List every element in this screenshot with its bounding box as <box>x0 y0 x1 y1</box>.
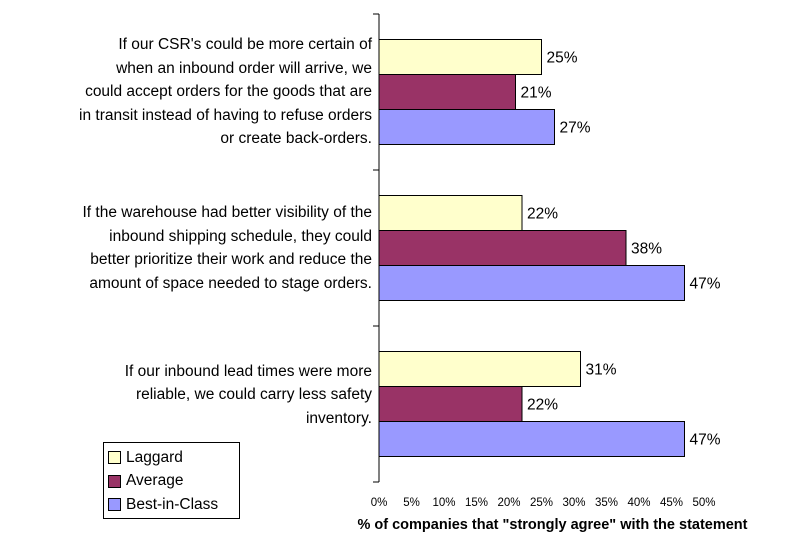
category-label-line: amount of space needed to stage orders. <box>89 274 372 292</box>
bar-laggard-3 <box>378 351 581 387</box>
data-label: 38% <box>631 241 662 258</box>
category-label-line: inventory. <box>305 409 372 427</box>
category-label: If our inbound lead times were more relia… <box>0 360 372 431</box>
legend-label-average: Average <box>126 472 184 490</box>
legend-swatch-laggard <box>108 451 121 465</box>
bar-best-in-class-2 <box>378 265 685 301</box>
data-label: 21% <box>521 85 552 102</box>
category-label-line: could accept orders for the goods that a… <box>85 83 372 101</box>
bar-average-3 <box>378 386 523 422</box>
category-label-line: If our CSR's could be more certain of <box>118 36 372 54</box>
legend: Laggard Average Best-in-Class <box>103 442 240 519</box>
data-label: 22% <box>527 397 558 414</box>
category-label-line: If the warehouse had better visibility o… <box>82 204 373 221</box>
category-label-line: better prioritize their work and reduce … <box>90 251 372 268</box>
data-label: 47% <box>690 432 721 449</box>
category-label-line: If our inbound lead times were more <box>124 362 372 380</box>
x-tick-label: 35% <box>595 497 618 509</box>
x-tick-label: 5% <box>403 497 420 509</box>
legend-item-best-in-class: Best-in-Class <box>108 493 239 517</box>
category-label-line: or create back-orders. <box>220 130 372 148</box>
x-tick-label: 40% <box>627 497 650 509</box>
data-label: 27% <box>560 120 591 137</box>
data-label: 47% <box>690 276 721 293</box>
bar-best-in-class-3 <box>378 421 685 457</box>
data-label: 31% <box>586 362 617 379</box>
x-tick-label: 50% <box>692 497 715 509</box>
legend-item-laggard: Laggard <box>108 446 239 470</box>
category-label-line: in transit instead of having to refuse o… <box>79 106 372 124</box>
bar-laggard-1 <box>378 39 542 75</box>
category-label-line: inbound shipping schedule, they could <box>109 227 372 245</box>
category-label: If our CSR's could be more certain of whe… <box>0 33 372 151</box>
x-tick-label: 0% <box>371 497 388 509</box>
x-tick-label: 25% <box>530 497 553 509</box>
category-label-line: when an inbound order will arrive, we <box>116 59 372 77</box>
bar-average-2 <box>378 230 627 266</box>
category-label: If the warehouse had better visibility o… <box>0 201 373 295</box>
bar-best-in-class-1 <box>378 109 555 145</box>
category-label-line: reliable, we could carry less safety <box>135 386 372 404</box>
x-tick-label: 45% <box>660 497 683 509</box>
bar-laggard-2 <box>378 195 523 231</box>
legend-label-best-in-class: Best-in-Class <box>126 495 219 513</box>
legend-swatch-best-in-class <box>108 498 121 512</box>
legend-label-laggard: Laggard <box>126 448 183 466</box>
x-axis-title: % of companies that "strongly agree" wit… <box>357 517 748 533</box>
legend-swatch-average <box>108 474 121 488</box>
data-label: 25% <box>547 50 578 67</box>
legend-item-average: Average <box>108 470 239 494</box>
data-label: 22% <box>527 206 558 223</box>
x-tick-label: 15% <box>465 497 488 509</box>
bar-average-1 <box>378 74 516 110</box>
x-tick-label: 10% <box>432 497 455 509</box>
x-tick-label: 20% <box>497 497 520 509</box>
x-tick-label: 30% <box>562 497 585 509</box>
